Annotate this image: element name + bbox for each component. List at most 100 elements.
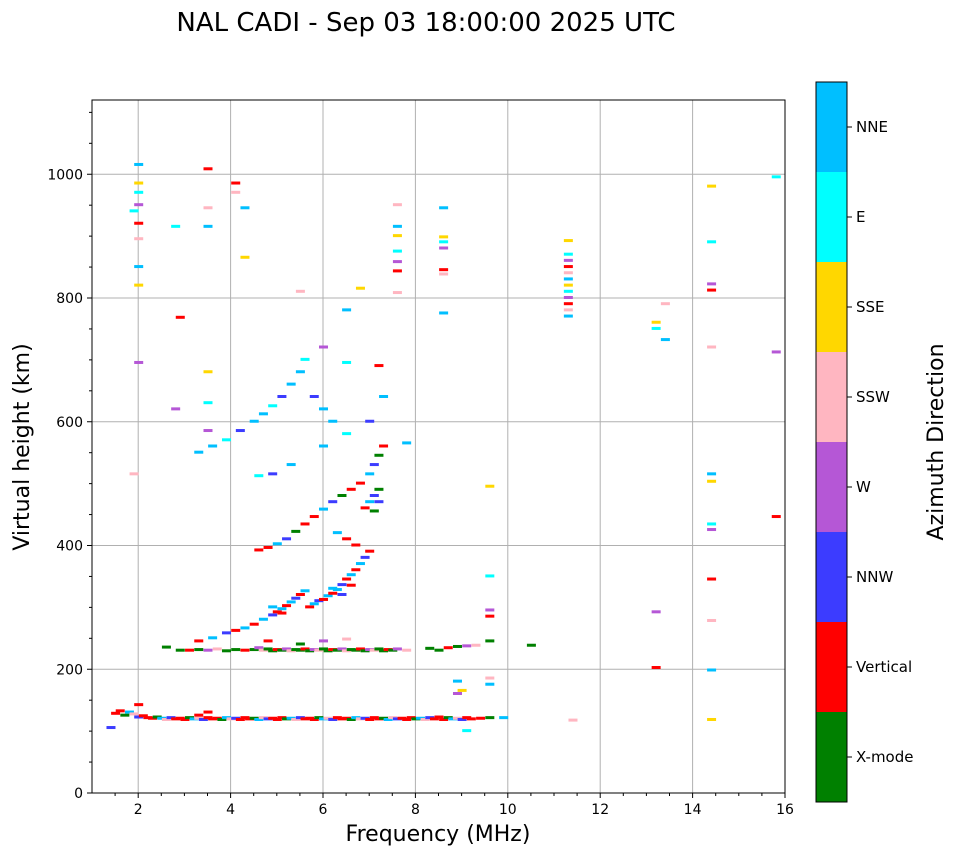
echo-point	[360, 649, 370, 653]
echo-point	[369, 716, 379, 720]
colorbar-tick-label: W	[856, 478, 871, 496]
echo-point	[309, 395, 319, 398]
colorbar-frame	[815, 81, 848, 803]
x-tick-label: 14	[684, 802, 702, 818]
echo-point	[392, 269, 402, 273]
echo-point	[203, 370, 213, 374]
echo-point	[134, 237, 144, 241]
echo-point	[342, 537, 352, 541]
echo-point	[379, 649, 389, 653]
colorbar-segment	[816, 172, 847, 262]
echo-point	[499, 716, 509, 720]
echo-point	[707, 618, 717, 622]
echo-point	[240, 206, 250, 210]
x-axis: 2 4 6 8 10 12 14 16	[114, 793, 794, 818]
echo-point	[323, 594, 333, 598]
echo-point	[277, 716, 287, 720]
echo-point	[707, 479, 717, 483]
echo-point	[134, 265, 144, 269]
echo-point	[416, 716, 426, 720]
echo-point	[268, 613, 278, 617]
echo-point	[166, 716, 176, 720]
echo-point	[231, 628, 241, 632]
echo-point	[346, 583, 356, 587]
echo-point	[171, 407, 181, 411]
x-tick-label: 12	[591, 802, 609, 818]
echo-point	[337, 647, 347, 651]
echo-point	[392, 203, 402, 207]
echo-point	[462, 729, 472, 733]
echo-point	[452, 692, 462, 695]
colorbar-segment	[816, 82, 847, 172]
echo-point	[563, 265, 573, 269]
echo-point	[342, 308, 352, 312]
echo-point	[374, 453, 384, 457]
echo-point	[332, 716, 342, 720]
echo-point	[129, 209, 139, 213]
x-tick-label: 2	[134, 802, 143, 818]
echo-point	[707, 717, 717, 721]
echo-point	[319, 597, 328, 601]
echo-point	[291, 529, 301, 533]
echo-point	[300, 589, 310, 593]
echo-point	[346, 717, 356, 721]
echo-point	[651, 326, 661, 330]
echo-point	[402, 648, 412, 652]
echo-point	[249, 419, 259, 423]
echo-point	[328, 717, 338, 721]
echo-point	[563, 252, 573, 256]
echo-point	[379, 444, 389, 448]
echo-point	[268, 472, 278, 476]
echo-point	[485, 639, 495, 643]
echo-point	[258, 412, 268, 416]
echo-point	[323, 716, 333, 720]
echo-point	[277, 611, 287, 615]
echo-point	[263, 647, 273, 651]
echo-point	[203, 401, 213, 405]
echo-point	[272, 542, 282, 546]
echo-point	[231, 190, 241, 194]
echo-point	[208, 717, 218, 721]
echo-point	[175, 315, 185, 319]
echo-point	[443, 646, 453, 650]
echo-point	[272, 717, 282, 721]
echo-point	[563, 308, 573, 312]
echo-point	[240, 648, 250, 652]
echo-point	[342, 637, 352, 641]
echo-point	[388, 648, 398, 652]
echo-point	[369, 463, 379, 467]
echo-point	[175, 716, 185, 720]
echo-point	[563, 277, 573, 281]
echo-point	[328, 419, 338, 423]
echo-point	[152, 715, 162, 719]
echo-point	[365, 419, 375, 423]
echo-point	[355, 647, 365, 651]
echo-point	[189, 717, 199, 721]
echo-point	[526, 643, 536, 647]
echo-point	[258, 617, 268, 621]
echo-point	[203, 429, 213, 433]
echo-point	[134, 221, 144, 225]
echo-point	[402, 717, 412, 721]
y-tick-label: 400	[56, 539, 83, 555]
echo-point	[171, 224, 181, 228]
echo-point	[485, 484, 495, 488]
echo-point	[254, 646, 264, 650]
echo-point	[323, 649, 333, 653]
echo-point	[175, 648, 185, 652]
echo-point	[452, 679, 462, 683]
echo-point	[443, 716, 453, 720]
echo-point	[263, 639, 273, 643]
echo-point	[148, 716, 158, 720]
echo-point	[466, 717, 476, 721]
echo-point	[314, 716, 324, 720]
echo-point	[314, 599, 324, 603]
echo-point	[240, 716, 250, 720]
echo-point	[286, 463, 296, 467]
echo-point	[563, 239, 573, 243]
echo-point	[452, 716, 462, 720]
y-tick-label: 800	[56, 291, 83, 307]
echo-point	[198, 717, 208, 721]
echo-point	[707, 528, 717, 532]
echo-point	[295, 370, 305, 374]
